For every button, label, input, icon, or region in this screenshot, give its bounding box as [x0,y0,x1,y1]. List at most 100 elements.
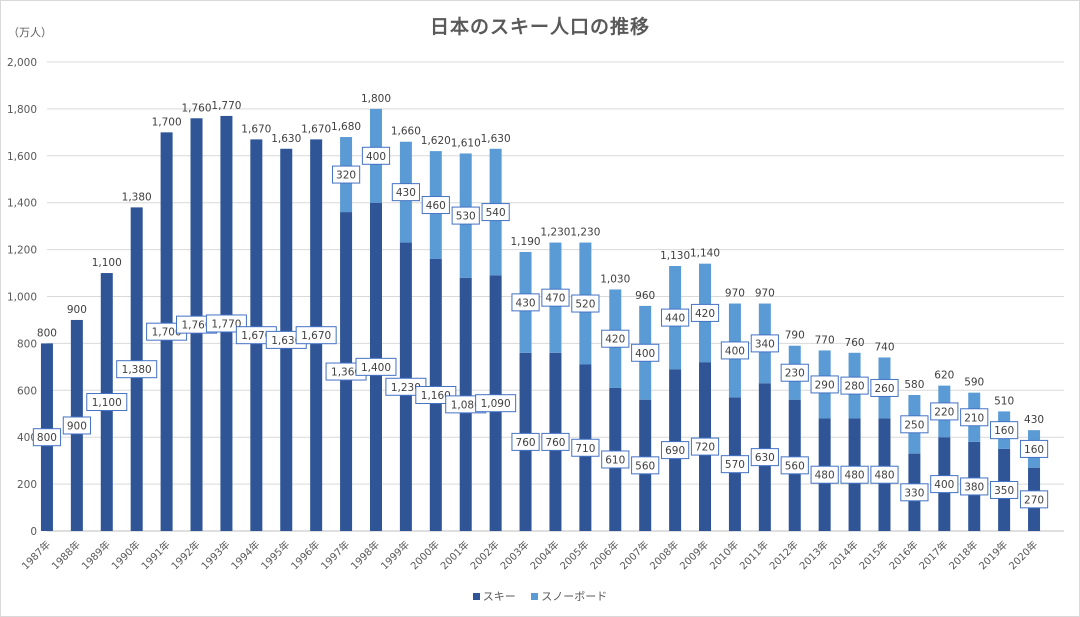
data-label-ski-box [355,357,397,376]
data-label-ski-box [116,360,158,379]
x-tick-label: 1992年 [168,538,202,572]
y-tick-label: 1,600 [7,151,37,163]
x-tick-label: 2020年 [1006,538,1040,572]
data-label-ski: 1,100 [92,397,122,409]
data-label-ski: 1,760 [181,320,211,332]
data-label-ski: 480 [815,470,835,482]
data-label-ski-box [541,432,570,451]
data-label-ski-box [295,326,337,345]
data-label-ski: 1,670 [241,330,271,342]
data-label-ski: 480 [874,470,894,482]
data-label-snowboard-box [571,294,600,313]
y-tick-label: 1,800 [7,104,37,116]
data-label-snowboard-box [421,196,450,215]
x-tick-label: 2016年 [886,538,920,572]
data-label-ski: 900 [67,420,87,432]
data-label-snowboard-box [511,293,540,312]
data-label-ski: 800 [37,432,57,444]
legend-swatch-ski [472,592,480,600]
data-label-ski-box [1019,490,1049,509]
data-label-snowboard-box [451,206,480,225]
data-label-snowboard: 420 [695,308,715,320]
x-tick-label: 2014年 [826,538,860,572]
data-label-ski-box [870,465,899,484]
legend: スキー スノーボード [0,588,1080,604]
data-label-ski-box [62,416,91,435]
total-label: 1,030 [600,273,630,285]
data-label-ski: 1,400 [361,362,391,374]
total-label: 1,380 [122,191,152,203]
data-label-ski-box [720,455,750,474]
data-label-ski: 1,090 [481,398,511,410]
total-label: 900 [67,304,87,316]
legend-item-ski[interactable]: スキー [472,588,516,604]
data-label-ski-box [475,394,517,413]
total-label: 1,140 [690,248,720,260]
data-label-ski: 1,670 [301,330,331,342]
x-tick-label: 2018年 [946,538,980,572]
data-label-ski-box [930,475,959,494]
data-label-snowboard: 430 [396,187,416,199]
total-label: 1,610 [451,137,481,149]
data-label-snowboard-box [601,329,630,348]
data-label-snowboard-box [870,378,899,397]
data-label-snowboard-box [840,376,869,395]
total-label: 1,630 [481,133,511,145]
x-tick-label: 1990年 [109,538,143,572]
data-label-ski-box [661,441,690,460]
x-tick-label: 2004年 [527,538,561,572]
x-tick-label: 2000年 [408,538,442,572]
data-label-snowboard: 400 [635,348,655,360]
x-tick-label: 1996年 [288,538,322,572]
data-label-ski: 630 [755,452,775,464]
data-label-snowboard: 230 [785,368,805,380]
data-label-ski: 1,360 [331,367,361,379]
total-label: 770 [815,334,835,346]
data-label-snowboard: 210 [964,412,984,424]
data-label-ski: 380 [964,481,984,493]
data-label-snowboard-box [780,363,809,382]
data-label-snowboard: 290 [815,379,835,391]
legend-swatch-snowboard [531,592,539,600]
x-tick-label: 2009年 [677,538,711,572]
total-label: 1,190 [511,236,541,248]
total-label: 740 [874,341,894,353]
x-tick-label: 2011年 [737,538,771,572]
data-label-snowboard-box [1019,439,1049,458]
data-label-snowboard: 160 [994,425,1014,437]
data-label-snowboard: 340 [755,338,775,350]
data-label-ski: 710 [575,443,595,455]
legend-item-snowboard[interactable]: スノーボード [531,588,607,604]
data-label-snowboard: 540 [486,207,506,219]
data-label-ski: 560 [635,460,655,472]
data-label-ski: 720 [695,442,715,454]
data-label-ski-box [32,428,62,447]
x-tick-label: 1993年 [198,538,232,572]
data-label-snowboard: 400 [366,151,386,163]
data-label-snowboard-box [810,375,839,394]
total-label: 1,700 [152,116,182,128]
y-tick-label: 400 [17,432,37,444]
legend-label-ski: スキー [482,590,516,603]
total-label: 760 [845,337,865,349]
y-tick-label: 200 [17,479,37,491]
x-tick-label: 1998年 [348,538,382,572]
data-label-ski-box [750,448,779,467]
x-tick-label: 2015年 [856,538,890,572]
data-label-ski-box [631,456,660,475]
data-label-ski: 270 [1024,494,1044,506]
data-label-snowboard-box [900,415,929,434]
data-label-ski: 570 [725,459,745,471]
y-tick-label: 0 [30,526,37,538]
data-label-snowboard-box [930,402,959,421]
data-label-snowboard-box [990,421,1019,440]
legend-label-snowboard: スノーボード [541,590,608,603]
data-label-snowboard-box [361,146,391,165]
x-tick-label: 2012年 [767,538,801,572]
data-label-ski-box [840,465,869,484]
data-label-snowboard-box [720,341,750,360]
data-label-snowboard-box [750,334,779,353]
data-label-snowboard: 400 [725,345,745,357]
x-tick-label: 2019年 [976,538,1010,572]
